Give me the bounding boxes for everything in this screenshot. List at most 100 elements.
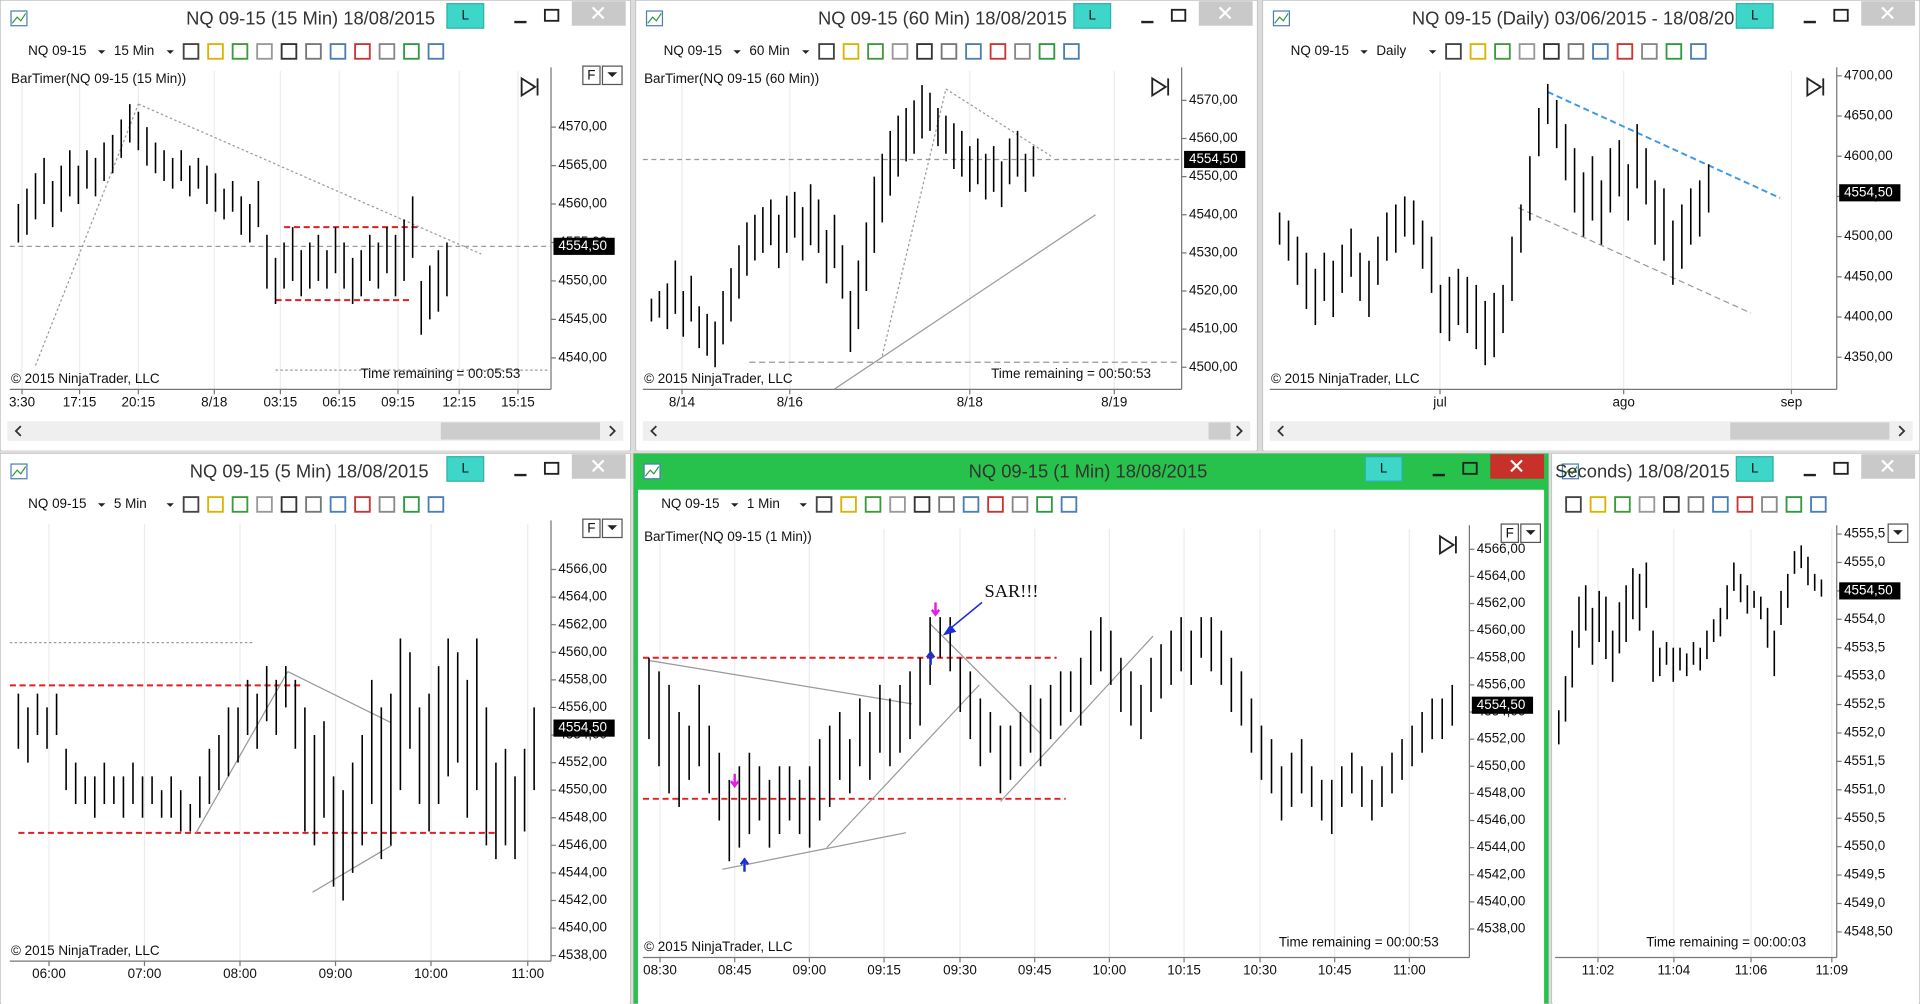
toolbar-button[interactable] [815, 496, 833, 513]
toolbar-button[interactable] [840, 496, 857, 513]
toolbar-button[interactable] [1687, 496, 1705, 513]
play-icon[interactable] [1151, 76, 1170, 98]
toolbar-button[interactable] [354, 43, 371, 60]
toolbar-button[interactable] [1589, 496, 1607, 513]
toolbar-button[interactable] [305, 43, 322, 60]
toolbar-button[interactable] [182, 496, 200, 513]
toolbar-button[interactable] [1641, 43, 1658, 60]
toolbar-button[interactable] [1567, 43, 1585, 60]
toolbar-button[interactable] [1014, 43, 1031, 60]
scrollbar-thumb[interactable] [440, 422, 600, 440]
toolbar-button[interactable] [1810, 496, 1827, 513]
toolbar-button[interactable] [1038, 43, 1056, 60]
toolbar-button[interactable] [1518, 43, 1536, 60]
scroll-left[interactable] [1277, 425, 1284, 437]
maximize-button[interactable] [1833, 461, 1849, 475]
toolbar-button[interactable] [940, 43, 958, 60]
play-icon[interactable] [520, 76, 539, 98]
toolbar-button[interactable] [842, 43, 860, 60]
toolbar-button[interactable] [354, 496, 371, 513]
play-icon[interactable] [1439, 534, 1457, 556]
scroll-left[interactable] [14, 425, 22, 437]
toolbar-button[interactable] [1712, 496, 1729, 513]
toolbar-button[interactable] [280, 43, 298, 60]
toolbar-button[interactable] [1665, 43, 1683, 60]
toolbar-button[interactable] [378, 43, 396, 60]
link-tab[interactable] [1364, 456, 1403, 482]
toolbar-button[interactable] [1663, 496, 1680, 513]
toolbar-button[interactable] [403, 496, 420, 513]
toolbar-button[interactable] [1592, 43, 1609, 60]
instrument-selector[interactable]: NQ 09-15 [28, 43, 86, 58]
link-tab[interactable] [446, 456, 485, 482]
toolbar-button[interactable] [965, 43, 982, 60]
toolbar-button[interactable] [916, 43, 933, 60]
toolbar-button[interactable] [378, 496, 396, 513]
link-tab[interactable] [1735, 3, 1774, 29]
toolbar-button[interactable] [1736, 496, 1754, 513]
toolbar-button[interactable] [231, 43, 249, 60]
toolbar-button[interactable] [913, 496, 931, 513]
maximize-button[interactable] [543, 8, 560, 22]
scroll-right[interactable] [1236, 425, 1243, 437]
toolbar-button[interactable] [889, 496, 906, 513]
instrument-selector[interactable]: NQ 09-15 [664, 43, 722, 58]
toolbar-button[interactable] [1036, 496, 1053, 513]
toolbar-button[interactable] [207, 43, 224, 60]
interval-selector[interactable]: 5 Min [114, 496, 147, 511]
link-tab[interactable] [1735, 456, 1774, 482]
toolbar-button[interactable] [1543, 43, 1560, 60]
maximize-button[interactable] [1170, 8, 1187, 22]
toolbar-button[interactable] [1690, 43, 1707, 60]
toolbar-button[interactable] [864, 496, 882, 513]
toolbar-button[interactable] [1011, 496, 1029, 513]
scroll-right[interactable] [609, 425, 616, 437]
toolbar-button[interactable] [305, 496, 322, 513]
toolbar-button[interactable] [867, 43, 884, 60]
toolbar-button[interactable] [207, 496, 224, 513]
toolbar-button[interactable] [1060, 496, 1078, 513]
toolbar-button[interactable] [1614, 496, 1631, 513]
toolbar-button[interactable] [1063, 43, 1080, 60]
toolbar-button[interactable] [938, 496, 955, 513]
instrument-selector[interactable]: NQ 09-15 [661, 496, 719, 511]
maximize-button[interactable] [543, 461, 560, 475]
interval-selector[interactable]: Daily [1376, 43, 1406, 58]
f-button[interactable] [1500, 523, 1519, 544]
toolbar-button[interactable] [329, 43, 347, 60]
scrollbar-track[interactable] [642, 421, 1251, 441]
toolbar-button[interactable] [891, 43, 909, 60]
toolbar-button[interactable] [987, 496, 1004, 513]
link-tab[interactable] [446, 3, 485, 29]
toolbar-button[interactable] [329, 496, 347, 513]
toolbar-button[interactable] [1469, 43, 1487, 60]
f-button[interactable] [582, 65, 601, 86]
instrument-selector[interactable]: NQ 09-15 [1291, 43, 1349, 58]
scrollbar-thumb[interactable] [1730, 422, 1890, 440]
f-button[interactable] [582, 518, 601, 539]
maximize-button[interactable] [1462, 461, 1478, 475]
toolbar-button[interactable] [1638, 496, 1656, 513]
toolbar-button[interactable] [1761, 496, 1778, 513]
interval-selector[interactable]: 15 Min [114, 43, 154, 58]
toolbar-button[interactable] [1565, 496, 1582, 513]
toolbar-button[interactable] [989, 43, 1007, 60]
toolbar-button[interactable] [427, 43, 445, 60]
toolbar-button[interactable] [403, 43, 420, 60]
toolbar-button[interactable] [962, 496, 980, 513]
link-tab[interactable] [1073, 3, 1112, 29]
play-icon[interactable] [1806, 76, 1825, 98]
toolbar-button[interactable] [427, 496, 445, 513]
scroll-left[interactable] [650, 425, 657, 437]
scrollbar-thumb[interactable] [1208, 422, 1231, 440]
toolbar-button[interactable] [256, 43, 273, 60]
toolbar-button[interactable] [1785, 496, 1803, 513]
scroll-right[interactable] [1898, 425, 1906, 437]
toolbar-button[interactable] [1616, 43, 1634, 60]
instrument-selector[interactable]: NQ 09-15 [28, 496, 86, 511]
interval-selector[interactable]: 1 Min [747, 496, 780, 511]
toolbar-button[interactable] [231, 496, 249, 513]
toolbar-button[interactable] [182, 43, 200, 60]
toolbar-button[interactable] [818, 43, 835, 60]
interval-selector[interactable]: 60 Min [749, 43, 789, 58]
